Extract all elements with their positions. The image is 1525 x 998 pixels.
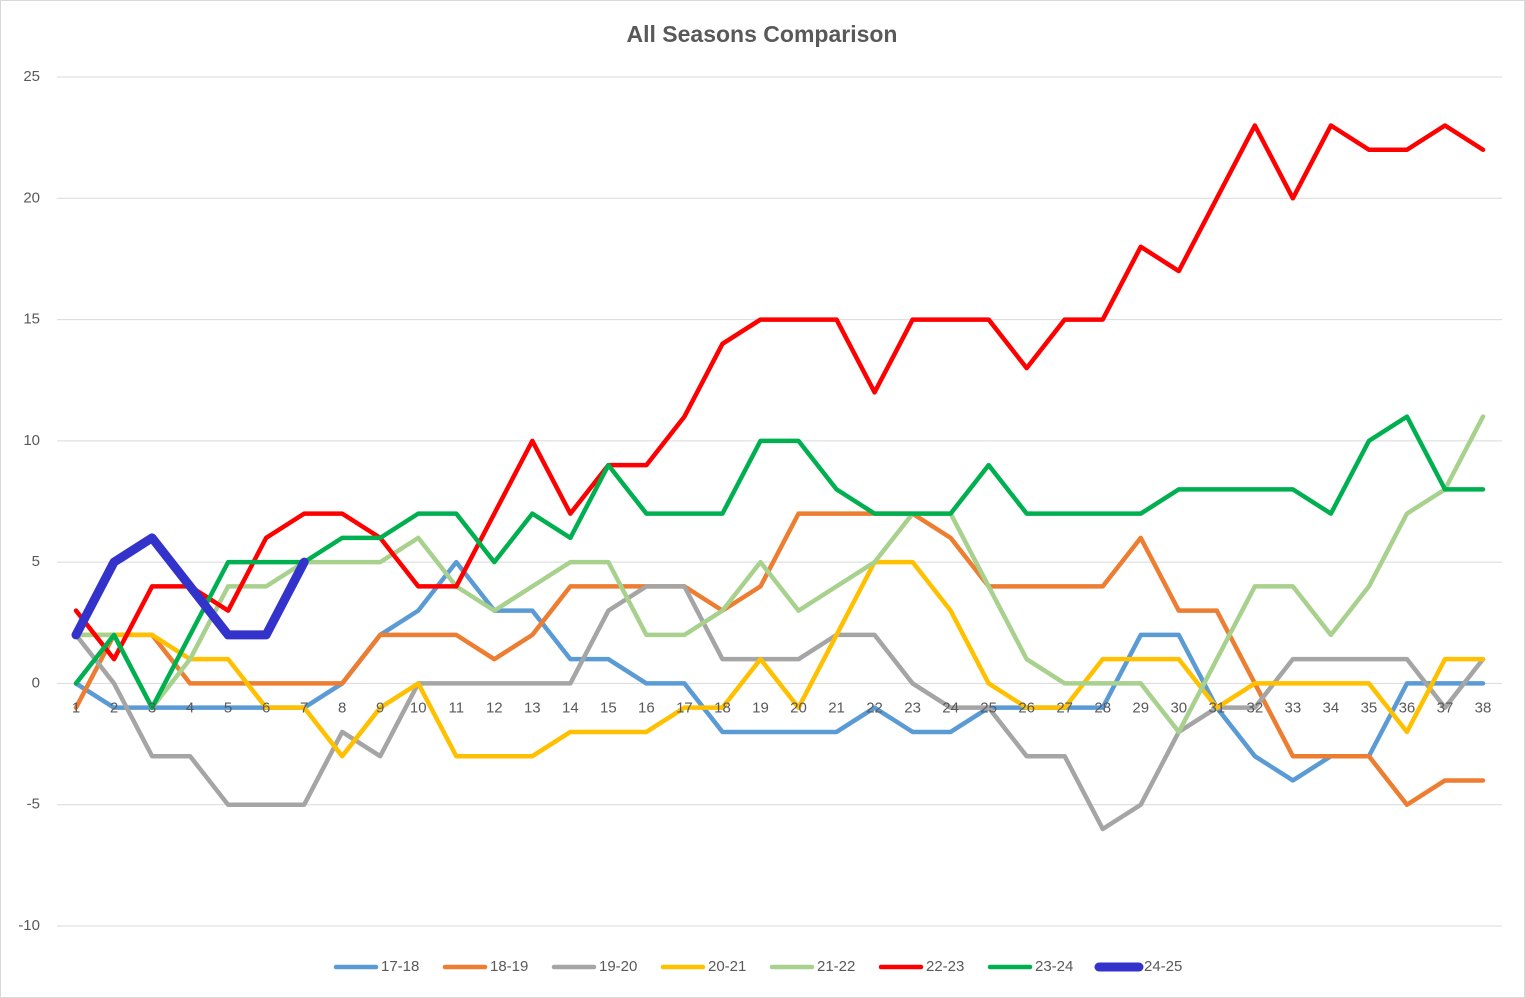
series-line bbox=[73, 123, 1486, 662]
y-tick-label: 25 bbox=[23, 68, 40, 85]
x-tick-label: 5 bbox=[224, 699, 232, 716]
x-tick-label: 4 bbox=[186, 699, 194, 716]
x-tick-label: 38 bbox=[1475, 699, 1492, 716]
series-line bbox=[73, 584, 1486, 832]
series-line bbox=[73, 559, 1486, 759]
y-tick-label: -5 bbox=[27, 796, 40, 813]
x-tick-label: 26 bbox=[1018, 699, 1035, 716]
x-tick-label: 23 bbox=[904, 699, 921, 716]
legend-label: 24-25 bbox=[1144, 958, 1182, 975]
series-line bbox=[71, 533, 309, 640]
x-tick-label: 30 bbox=[1170, 699, 1187, 716]
x-tick-label: 36 bbox=[1399, 699, 1416, 716]
x-tick-label: 16 bbox=[638, 699, 655, 716]
x-tick-label: 6 bbox=[262, 699, 270, 716]
x-tick-label: 33 bbox=[1285, 699, 1302, 716]
x-tick-label: 8 bbox=[338, 699, 346, 716]
legend-label: 17-18 bbox=[381, 958, 419, 975]
legend-label: 21-22 bbox=[817, 958, 855, 975]
y-tick-label: 20 bbox=[23, 189, 40, 206]
x-tick-label: 18 bbox=[714, 699, 731, 716]
x-tick-label: 37 bbox=[1437, 699, 1454, 716]
series-line bbox=[73, 414, 1486, 710]
x-tick-label: 12 bbox=[486, 699, 503, 716]
x-tick-label: 29 bbox=[1132, 699, 1149, 716]
x-tick-label: 20 bbox=[790, 699, 807, 716]
x-tick-label: 19 bbox=[752, 699, 769, 716]
x-tick-label: 28 bbox=[1094, 699, 1111, 716]
x-tick-label: 15 bbox=[600, 699, 617, 716]
x-tick-label: 35 bbox=[1361, 699, 1378, 716]
legend-label: 23-24 bbox=[1035, 958, 1073, 975]
legend-label: 18-19 bbox=[490, 958, 528, 975]
y-tick-label: 5 bbox=[32, 553, 40, 570]
series-line bbox=[73, 559, 1486, 783]
x-tick-label: 9 bbox=[376, 699, 384, 716]
legend-label: 20-21 bbox=[708, 958, 746, 975]
x-tick-label: 31 bbox=[1208, 699, 1225, 716]
x-tick-label: 22 bbox=[866, 699, 883, 716]
x-tick-label: 14 bbox=[562, 699, 579, 716]
y-tick-label: 15 bbox=[23, 311, 40, 328]
x-tick-label: 2 bbox=[110, 699, 118, 716]
x-tick-label: 32 bbox=[1246, 699, 1263, 716]
x-tick-label: 25 bbox=[980, 699, 997, 716]
x-tick-label: 11 bbox=[448, 699, 464, 716]
x-tick-label: 27 bbox=[1056, 699, 1073, 716]
legend-label: 19-20 bbox=[599, 958, 637, 975]
x-tick-label: 34 bbox=[1323, 699, 1340, 716]
x-tick-label: 3 bbox=[148, 699, 156, 716]
x-tick-label: 1 bbox=[72, 699, 80, 716]
x-tick-label: 10 bbox=[410, 699, 427, 716]
series-line bbox=[73, 414, 1486, 735]
x-tick-label: 24 bbox=[942, 699, 959, 716]
legend-label: 22-23 bbox=[926, 958, 964, 975]
y-tick-label: 0 bbox=[32, 674, 40, 691]
x-tick-label: 7 bbox=[300, 699, 308, 716]
y-tick-label: 10 bbox=[23, 432, 40, 449]
series-line bbox=[73, 511, 1486, 807]
y-tick-label: -10 bbox=[18, 917, 40, 934]
x-tick-label: 21 bbox=[828, 699, 845, 716]
x-tick-label: 17 bbox=[676, 699, 693, 716]
chart-title: All Seasons Comparison bbox=[627, 21, 898, 47]
x-tick-label: 13 bbox=[524, 699, 541, 716]
